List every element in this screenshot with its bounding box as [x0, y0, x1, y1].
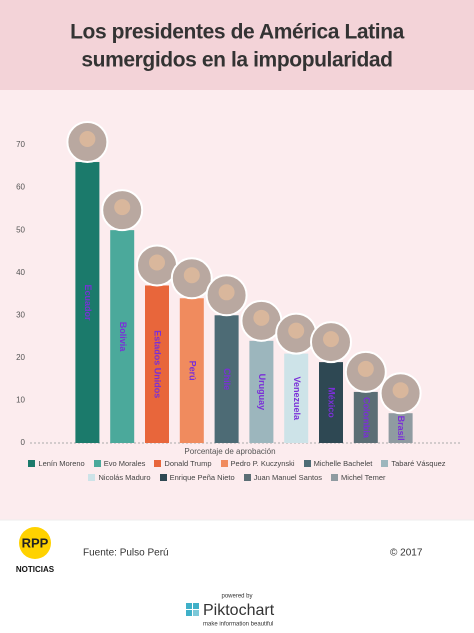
legend-label: Juan Manuel Santos	[253, 473, 323, 482]
legend-item: Michel Temer	[331, 473, 386, 482]
legend-label: Michel Temer	[341, 473, 386, 482]
legend-swatch	[93, 460, 101, 467]
tagline: make information beautiful	[203, 622, 273, 628]
bar	[145, 285, 169, 443]
brand-icon	[186, 603, 199, 616]
legend-item: Pedro P. Kuczynski	[220, 459, 295, 468]
legend-item: Evo Morales	[93, 459, 146, 468]
legend-swatch	[331, 474, 339, 481]
bar	[319, 362, 343, 443]
chart-title: sumergidos en la impopularidad	[81, 49, 392, 72]
chart-title: Los presidentes de América Latina	[70, 21, 405, 44]
powered-by: powered by	[221, 594, 252, 600]
legend-item: Donald Trump	[154, 459, 212, 468]
photo-face	[392, 382, 409, 399]
bar-label: Venezuela	[292, 377, 302, 422]
bar-label: Estados Unidos	[153, 330, 163, 398]
bar	[353, 391, 378, 443]
bar	[110, 230, 135, 443]
bar	[179, 298, 204, 443]
photo-face	[79, 131, 96, 148]
legend-label: Tabaré Vásquez	[391, 459, 446, 468]
photo-face	[114, 199, 131, 216]
bar-label: México	[327, 387, 337, 418]
logo-subtext: NOTICIAS	[16, 565, 55, 574]
bar-label: Uruguay	[257, 374, 267, 411]
legend-swatch	[88, 474, 96, 481]
y-tick-label: 40	[16, 268, 25, 277]
photo-face	[288, 322, 305, 339]
legend-item: Nicolás Maduro	[88, 473, 151, 482]
photo-face	[357, 360, 374, 377]
bar-label: Colombia	[361, 397, 371, 439]
legend-swatch	[243, 474, 251, 481]
bar	[75, 162, 100, 443]
photo-face	[183, 267, 200, 284]
copyright: © 2017	[390, 548, 423, 559]
legend-label: Evo Morales	[103, 459, 146, 468]
y-tick-label: 0	[21, 438, 26, 447]
y-tick-label: 50	[16, 225, 25, 234]
bar-label: Brasil	[396, 416, 406, 441]
legend-item: Michelle Bachelet	[303, 459, 373, 468]
bar-label: Perú	[187, 361, 197, 381]
legend-swatch	[220, 460, 228, 467]
photo-face	[253, 309, 270, 326]
legend-label: Donald Trump	[164, 459, 212, 468]
source: Fuente: Pulso Perú	[83, 548, 169, 559]
legend-label: Nicolás Maduro	[98, 473, 151, 482]
legend: Lenín Moreno Evo Morales Donald Trump Pedro…	[8, 459, 466, 482]
y-tick-label: 60	[16, 183, 25, 192]
bar-label: Chile	[222, 368, 232, 390]
legend-label: Lenín Moreno	[38, 459, 85, 468]
bar	[388, 413, 413, 443]
y-tick-label: 20	[16, 353, 25, 362]
legend-item: Juan Manuel Santos	[243, 473, 323, 482]
header-bg	[0, 0, 474, 90]
legend-item: Tabaré Vásquez	[381, 459, 446, 468]
bar-label: Ecuador	[83, 285, 93, 322]
brand: Piktochart	[203, 602, 275, 619]
legend-label: Pedro P. Kuczynski	[230, 459, 295, 468]
legend-swatch	[303, 460, 311, 467]
logo-circle	[19, 527, 51, 559]
legend-item: Enrique Peña Nieto	[159, 473, 235, 482]
legend-swatch	[159, 474, 167, 481]
y-tick-label: 10	[16, 396, 25, 405]
legend-item: Lenín Moreno	[28, 459, 85, 468]
legend-swatch	[154, 460, 162, 467]
bar	[249, 340, 274, 443]
y-tick-label: 70	[16, 140, 25, 149]
legend-label: Michelle Bachelet	[313, 459, 373, 468]
photo-face	[218, 284, 235, 301]
x-axis-title: Porcentaje de aprobación	[184, 447, 275, 456]
legend-swatch	[28, 460, 36, 467]
photo-face	[323, 331, 339, 348]
bar-label: Bolivia	[118, 322, 128, 353]
photo-face	[149, 254, 165, 271]
legend-label: Enrique Peña Nieto	[169, 473, 235, 482]
bar	[214, 315, 239, 443]
y-tick-label: 30	[16, 310, 25, 319]
legend-swatch	[381, 460, 389, 467]
bar	[284, 353, 309, 443]
logo-text: RPP	[22, 535, 49, 550]
